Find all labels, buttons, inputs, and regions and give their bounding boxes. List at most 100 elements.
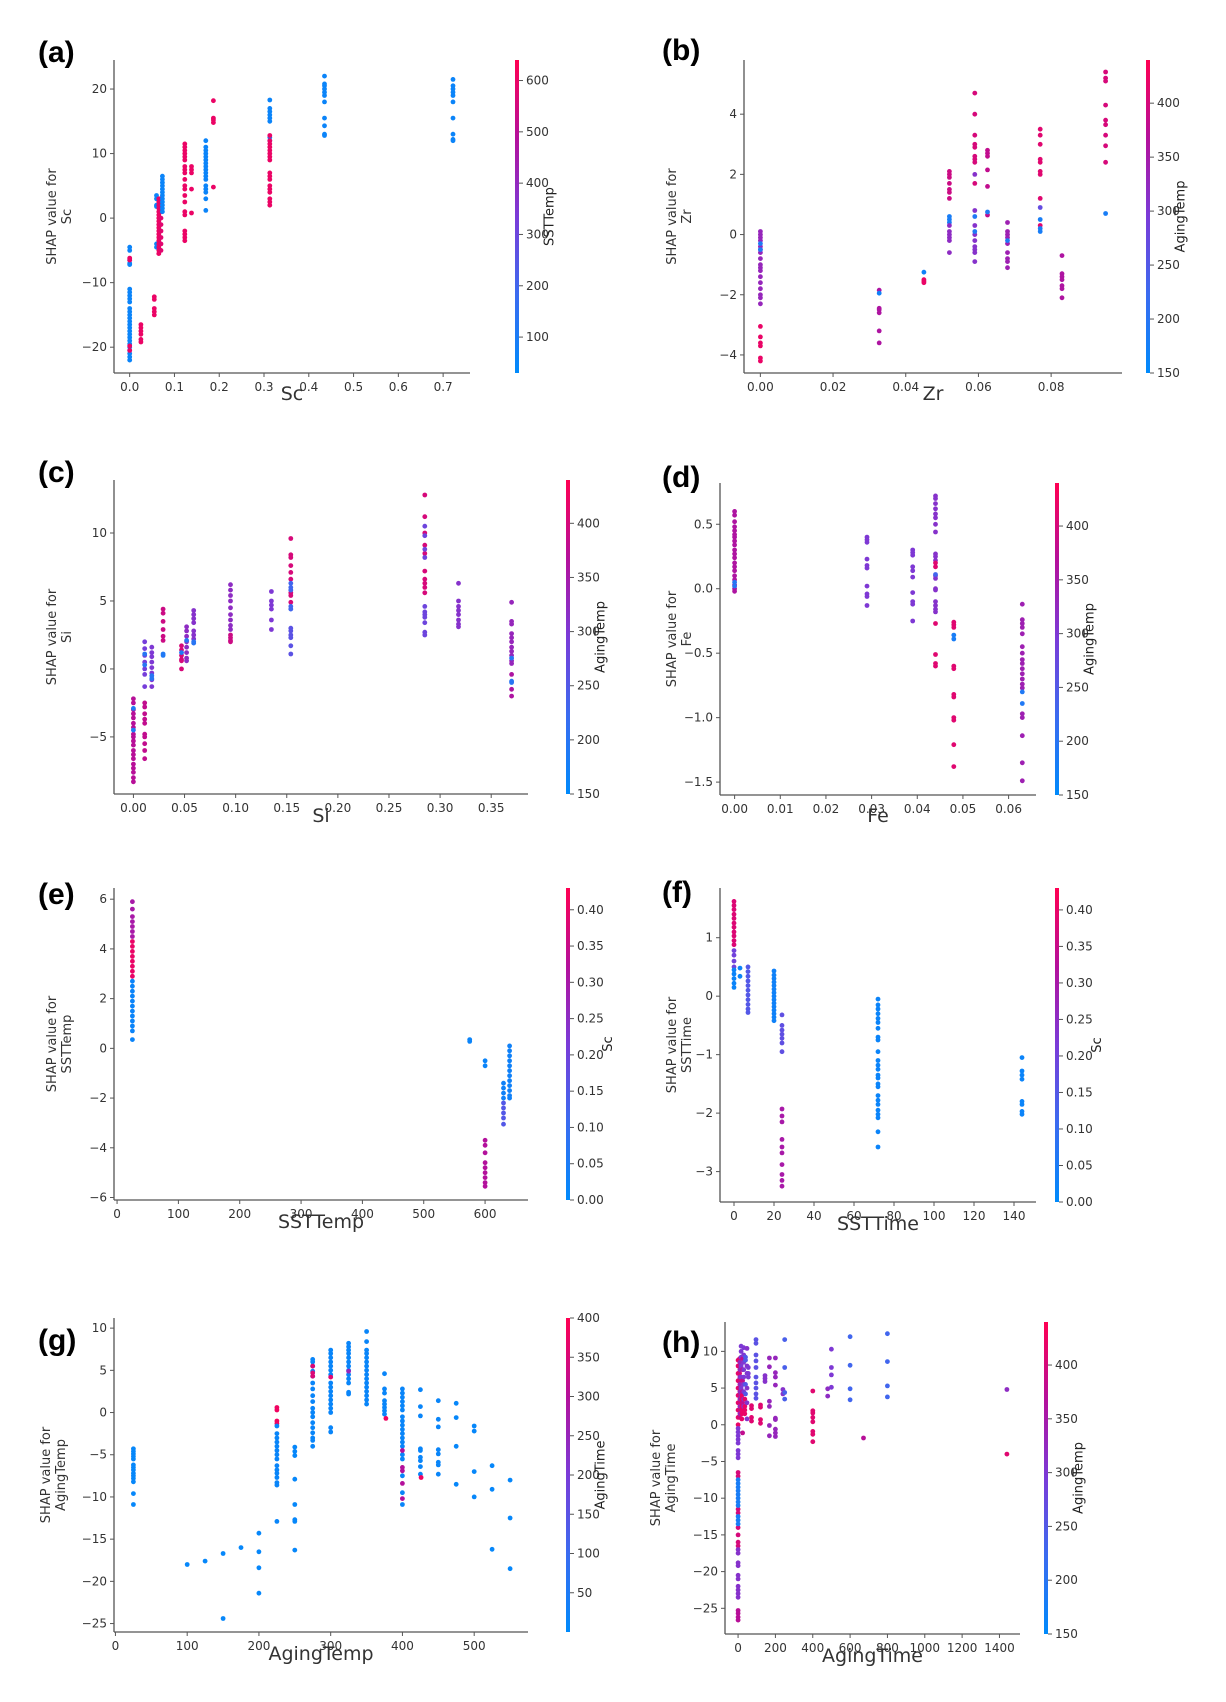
- colorbar-tick-label: 0.30: [1066, 976, 1093, 990]
- data-point: [267, 144, 273, 150]
- data-point: [149, 644, 155, 650]
- data-point: [947, 196, 952, 201]
- data-point: [771, 997, 777, 1003]
- data-point: [158, 228, 164, 234]
- data-point: [771, 993, 777, 999]
- data-point: [1019, 1111, 1025, 1117]
- data-point: [422, 514, 428, 520]
- data-point: [876, 310, 882, 316]
- data-point: [1005, 265, 1010, 271]
- data-point: [130, 988, 135, 994]
- data-point: [131, 1456, 136, 1462]
- data-point: [238, 1545, 244, 1550]
- data-point: [810, 1439, 816, 1445]
- data-point: [364, 1389, 369, 1394]
- y-tick-label: −20: [82, 340, 107, 354]
- data-point: [142, 716, 148, 722]
- data-point: [364, 1339, 369, 1344]
- colorbar-tick-label: 300: [577, 1390, 600, 1404]
- data-point: [131, 1479, 136, 1485]
- colorbar: [566, 480, 570, 794]
- data-point: [885, 1383, 890, 1389]
- data-point: [731, 967, 737, 973]
- data-point: [1019, 733, 1025, 739]
- y-tick-label: −1: [695, 1048, 713, 1062]
- data-point: [364, 1376, 369, 1382]
- data-point: [829, 1346, 834, 1352]
- data-point: [418, 1387, 423, 1393]
- colorbar: [566, 1318, 570, 1632]
- data-point: [127, 348, 133, 353]
- data-point: [131, 769, 136, 775]
- y-tick-label: 5: [99, 594, 107, 608]
- data-point: [346, 1363, 351, 1369]
- y-tick-label: 0: [705, 989, 713, 1003]
- data-point: [782, 1396, 788, 1402]
- panel-e: (e)0 100 200 300 400 500 600−6−4−20246SSTTempS…: [38, 878, 616, 1233]
- data-point: [228, 639, 233, 645]
- data-point: [1037, 229, 1043, 234]
- colorbar-tick-label: 150: [1157, 366, 1180, 380]
- colorbar-label: AgingTime: [594, 1440, 609, 1509]
- colorbar-tick-label: 0.20: [577, 1048, 604, 1062]
- data-point: [735, 1594, 741, 1600]
- data-point: [489, 1486, 495, 1492]
- data-point: [875, 1144, 881, 1150]
- data-point: [453, 1443, 459, 1449]
- data-point: [885, 1394, 890, 1400]
- data-point: [739, 1416, 745, 1422]
- data-point: [328, 1429, 334, 1435]
- colorbar-tick-label: 0.35: [577, 939, 604, 953]
- data-point: [267, 118, 273, 124]
- data-point: [274, 1423, 280, 1429]
- data-point: [875, 996, 881, 1002]
- data-point: [288, 576, 294, 582]
- x-tick-label: 0.00: [747, 380, 774, 394]
- data-point: [732, 583, 737, 589]
- data-point: [292, 1502, 298, 1507]
- y-tick-label: 10: [703, 1344, 718, 1358]
- data-point: [130, 954, 135, 959]
- data-point: [731, 899, 737, 904]
- data-point: [735, 1506, 741, 1512]
- data-point: [182, 193, 188, 198]
- data-point: [138, 339, 144, 345]
- data-point: [364, 1384, 369, 1390]
- data-point: [160, 183, 165, 189]
- data-point: [482, 1137, 488, 1143]
- data-point: [158, 241, 164, 247]
- data-point: [782, 1337, 788, 1342]
- x-tick-label: 0.05: [950, 802, 977, 816]
- data-point: [310, 1370, 316, 1376]
- data-point: [274, 1407, 280, 1413]
- y-tick-label: 0: [710, 1418, 718, 1432]
- y-tick-label: −10: [82, 276, 107, 290]
- data-point: [735, 1514, 741, 1519]
- data-point: [400, 1465, 405, 1470]
- data-point: [933, 663, 938, 669]
- data-point: [507, 1088, 512, 1093]
- panel-h: (h) 0 200 400 600 800 1000 1200 1400 −25 −20 −15 −10…: [649, 1322, 1087, 1667]
- data-point: [346, 1391, 351, 1397]
- data-point: [203, 138, 209, 144]
- data-point: [910, 564, 916, 570]
- data-point: [951, 632, 957, 638]
- data-point: [745, 969, 751, 974]
- data-point: [875, 1107, 881, 1113]
- data-point: [735, 1611, 741, 1616]
- data-point: [471, 1494, 477, 1500]
- data-point: [745, 1374, 751, 1380]
- data-point: [288, 635, 294, 641]
- data-point: [972, 144, 978, 150]
- data-point: [328, 1367, 334, 1373]
- data-point: [127, 338, 133, 344]
- y-tick-label: 5: [710, 1381, 718, 1395]
- data-point: [779, 1137, 785, 1142]
- data-point: [829, 1372, 834, 1378]
- data-point: [758, 1417, 763, 1422]
- data-point: [274, 1443, 280, 1449]
- data-point: [418, 1475, 424, 1480]
- data-point: [1004, 1387, 1010, 1392]
- panel-label: (h): [662, 1326, 700, 1359]
- x-tick-label: 80: [886, 1209, 901, 1223]
